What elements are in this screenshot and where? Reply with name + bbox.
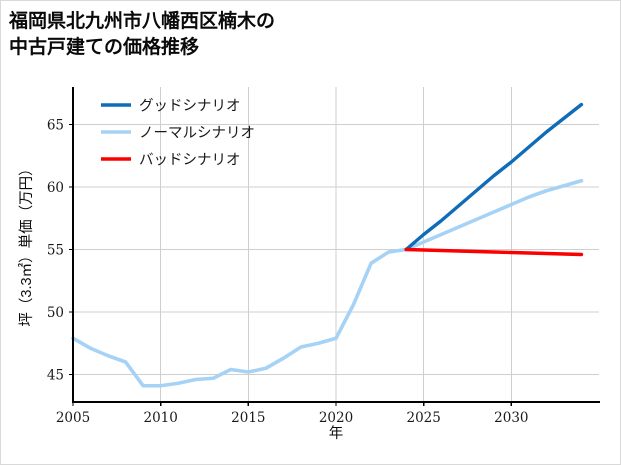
series-line <box>404 247 584 257</box>
y-tick-labels: 45 50 55 60 65 <box>47 118 64 384</box>
x-tick-label: 2020 <box>319 410 353 426</box>
legend-label: ノーマルシナリオ <box>139 126 255 142</box>
y-tick-label: 50 <box>47 305 64 321</box>
legend-label: バッドシナリオ <box>139 153 241 169</box>
axis-spines <box>71 87 600 404</box>
x-tick-labels: 2005 2010 2015 2020 2025 2030 <box>56 410 529 426</box>
x-axis-title: 年 <box>329 425 344 442</box>
x-tick-label: 2015 <box>231 410 265 426</box>
x-tick-label: 2025 <box>406 410 440 426</box>
x-gridlines <box>72 87 513 406</box>
series-line <box>404 102 584 252</box>
y-axis-title: 坪（3.3㎡）単価（万円） <box>18 161 35 326</box>
y-tick-label: 60 <box>47 180 64 196</box>
x-tick-label: 2010 <box>143 410 177 426</box>
page-title: 福岡県北九州市八幡西区楠木の 中古戸建ての価格推移 <box>9 11 276 59</box>
y-tick-label: 45 <box>47 368 64 384</box>
series-lines <box>71 102 584 388</box>
x-tick-label: 2030 <box>494 410 528 426</box>
legend-label: グッドシナリオ <box>139 98 241 115</box>
series-line <box>71 178 584 388</box>
y-tick-label: 65 <box>47 118 64 134</box>
y-tick-label: 55 <box>47 243 64 259</box>
x-tick-label: 2005 <box>56 410 90 426</box>
